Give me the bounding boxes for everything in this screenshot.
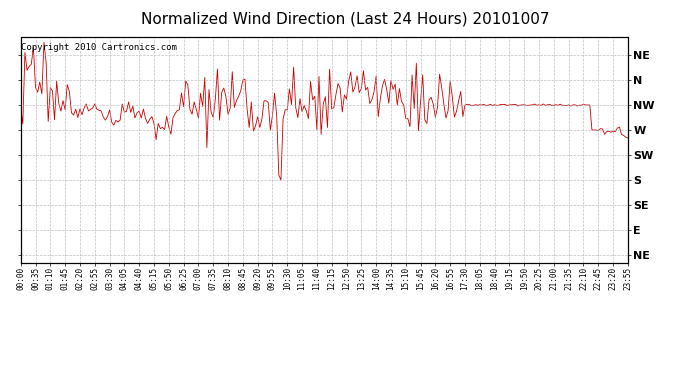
- Text: Copyright 2010 Cartronics.com: Copyright 2010 Cartronics.com: [21, 43, 177, 52]
- Text: Normalized Wind Direction (Last 24 Hours) 20101007: Normalized Wind Direction (Last 24 Hours…: [141, 11, 549, 26]
